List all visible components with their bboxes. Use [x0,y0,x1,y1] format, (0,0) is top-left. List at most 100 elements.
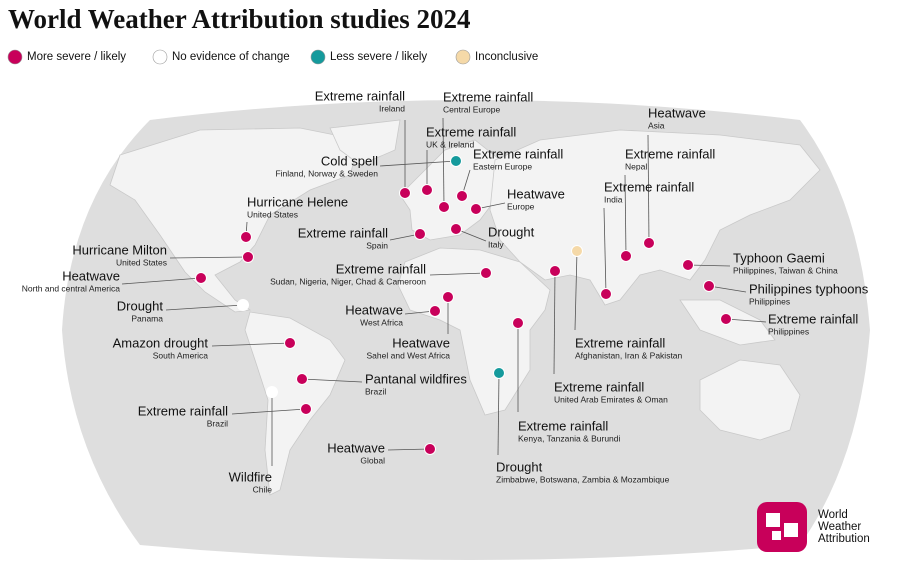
leader-line [725,318,767,323]
study-location: Eastern Europe [473,161,532,171]
legend-label: Less severe / likely [330,51,427,63]
study-location: Philippines [768,326,809,336]
leader-line [169,256,249,259]
study-title: Hurricane Milton [72,242,167,257]
world-map [62,100,870,560]
logo-text: Attribution [818,533,870,545]
study-location: Sudan, Nigeria, Niger, Chad & Cameroon [270,276,426,286]
study-location: Central Europe [443,104,500,114]
south-america [244,311,346,496]
legend-label: Inconclusive [475,51,538,63]
study-title: Philippines typhoons [749,281,869,296]
study-title: Extreme rainfall [575,335,665,350]
study-title: Extreme rainfall [336,261,426,276]
leader-line [231,408,307,415]
study-title: Extreme rainfall [625,146,715,161]
study-marker [470,203,482,215]
study-title: Extreme rainfall [473,146,563,161]
study-location: Chile [253,484,273,494]
logo-square [784,523,798,537]
study-title: Extreme rainfall [315,88,405,103]
study-title: Drought [488,224,535,239]
africa [397,247,551,416]
study-title: Pantanal wildfires [365,371,467,386]
study-marker [442,291,454,303]
study-title: Extreme rainfall [518,418,608,433]
study-marker [237,299,249,311]
logo-mark [757,502,807,552]
study-marker [284,337,296,349]
study-title: Hurricane Helene [247,194,348,209]
study-title: Extreme rainfall [443,89,533,104]
study-title: Heatwave [62,268,120,283]
legend-swatch [310,49,326,65]
leader-line [574,250,578,331]
study-location: North and central America [22,283,121,293]
study-location: Panama [131,313,163,323]
leader-line [497,372,500,456]
study-title: Typhoon Gaemi [733,250,825,265]
study-marker [450,155,462,167]
study-marker [512,317,524,329]
leader-line [442,117,445,208]
legend-swatch [152,49,168,65]
logo-text: Weather [818,521,861,533]
study-marker [600,288,612,300]
study-title: Extreme rainfall [426,124,516,139]
study-title: Heatwave [507,186,565,201]
legend-swatch [7,49,23,65]
logo-square [766,513,780,527]
study-marker [571,245,583,257]
study-location: West Africa [360,317,403,327]
study-location: South America [153,350,209,360]
leader-line [553,270,556,375]
study-title: Extreme rainfall [298,225,388,240]
study-marker [493,367,505,379]
study-title: Extreme rainfall [554,379,644,394]
leader-line [624,174,627,257]
study-location: Sahel and West Africa [367,350,451,360]
study-location: Nepal [625,161,647,171]
study-marker [296,373,308,385]
study-location: United Arab Emirates & Oman [554,394,668,404]
study-marker [438,201,450,213]
study-location: Brazil [207,418,228,428]
study-title: Drought [496,459,543,474]
study-title: Cold spell [321,153,378,168]
study-location: Global [360,455,385,465]
study-location: Kenya, Tanzania & Burundi [518,433,620,443]
study-marker [549,265,561,277]
study-location: Philippines [749,296,790,306]
study-title: Extreme rainfall [604,179,694,194]
study-marker [450,223,462,235]
legend-label: More severe / likely [27,51,126,63]
leader-line [603,207,607,295]
legend-label: No evidence of change [172,51,290,63]
greenland [329,119,401,166]
study-marker [195,272,207,284]
study-marker [703,280,715,292]
study-location: Europe [507,201,535,211]
study-title: Heatwave [327,440,385,455]
study-location: United States [116,257,167,267]
study-marker [266,386,278,398]
study-location: United States [247,209,298,219]
